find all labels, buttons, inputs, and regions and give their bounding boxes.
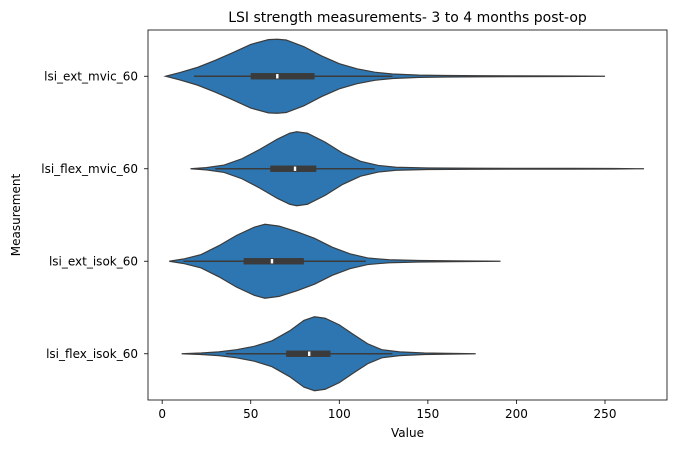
x-axis-label: Value <box>391 426 424 440</box>
violin-lsi_ext_isok_60 <box>169 223 501 299</box>
violin-median <box>276 74 279 79</box>
y-tick-label: lsi_flex_isok_60 <box>46 347 138 361</box>
violin-lsi_flex_mvic_60 <box>190 131 644 207</box>
y-tick-label: lsi_ext_isok_60 <box>49 254 138 268</box>
y-tick-label: lsi_ext_mvic_60 <box>44 69 138 83</box>
violin-lsi_flex_isok_60 <box>181 316 476 392</box>
y-axis-ticks: lsi_ext_mvic_60 lsi_flex_mvic_60 lsi_ext_i… <box>41 69 148 361</box>
axes-frame <box>147 29 668 401</box>
violin-body <box>190 131 644 207</box>
x-tick-label: 150 <box>416 407 439 421</box>
violin-iqr-box <box>270 165 317 172</box>
x-axis-ticks: 0 50 100 150 200 250 <box>158 400 616 421</box>
x-tick-label: 50 <box>243 407 258 421</box>
x-tick-label: 100 <box>328 407 351 421</box>
x-tick-label: 250 <box>594 407 617 421</box>
x-tick-label: 200 <box>505 407 528 421</box>
violin-lsi_ext_mvic_60 <box>163 38 606 114</box>
violin-median <box>293 166 297 171</box>
violin-median <box>307 351 311 356</box>
y-tick-label: lsi_flex_mvic_60 <box>41 162 138 176</box>
violin-iqr-box <box>243 258 304 265</box>
violin-iqr-box <box>250 73 315 80</box>
plot-area <box>163 38 644 392</box>
x-tick-label: 0 <box>158 407 166 421</box>
chart-title: LSI strength measurements- 3 to 4 months… <box>228 10 587 26</box>
violin-median <box>270 259 274 264</box>
y-axis-label: Measurement <box>9 174 23 257</box>
